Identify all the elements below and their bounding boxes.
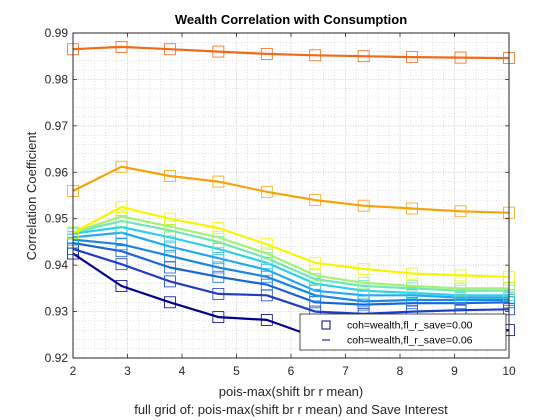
x-tick-label: 2 xyxy=(70,364,77,378)
series-8-point xyxy=(164,212,176,225)
legend: coh=wealth,fl_r_save=0.00 coh=wealth,fl_… xyxy=(299,313,507,351)
series-3-point xyxy=(212,261,225,274)
series-0-point xyxy=(260,314,273,326)
series-line-4 xyxy=(72,231,509,299)
series-1-point xyxy=(212,288,225,300)
series-4-point xyxy=(260,263,273,276)
series-line-3 xyxy=(72,238,509,303)
series-10-point xyxy=(260,47,273,60)
series-8-point xyxy=(406,267,418,280)
y-tick-label: 0.95 xyxy=(45,212,69,226)
series-10-point xyxy=(406,51,418,64)
series-0-point xyxy=(212,311,225,324)
series-7-point xyxy=(357,276,370,289)
series-7-point xyxy=(406,280,418,292)
x-tick-label: 5 xyxy=(233,364,240,378)
x-tick-label: 4 xyxy=(179,364,186,378)
x-tick-label: 7 xyxy=(342,364,349,378)
series-9-point xyxy=(357,199,370,212)
series-line-1 xyxy=(72,247,510,315)
series-10-point xyxy=(115,41,128,53)
series-8-point xyxy=(309,256,322,269)
series-9-point xyxy=(164,170,176,182)
legend-box xyxy=(299,313,507,351)
legend-marker-0 xyxy=(321,320,331,330)
x-tick-label: 6 xyxy=(288,364,295,378)
series-7-point xyxy=(309,269,322,282)
x-tick-label: 3 xyxy=(124,364,131,378)
x-tick-label: 10 xyxy=(502,364,516,378)
legend-entry-1: coh=wealth,fl_r_save=0.06 xyxy=(347,335,473,347)
series-3-point xyxy=(260,270,273,283)
series-9-point xyxy=(309,194,322,207)
series-8-point xyxy=(357,262,370,275)
series-1-point xyxy=(164,275,176,288)
series-10-point xyxy=(357,50,370,63)
series-0-point xyxy=(115,280,128,292)
y-tick-label: 0.94 xyxy=(45,258,69,272)
series-1-point xyxy=(115,258,128,271)
series-9-point xyxy=(115,160,128,173)
series-8-point xyxy=(115,201,128,214)
series-10-point xyxy=(212,45,225,58)
series-line-2 xyxy=(72,241,510,306)
minor-grid xyxy=(73,33,509,358)
series-2-point xyxy=(309,296,322,309)
series-8-point xyxy=(260,238,273,251)
series-7-point xyxy=(212,231,225,244)
legend-entry-0: coh=wealth,fl_r_save=0.00 xyxy=(347,320,473,332)
y-tick-label: 0.97 xyxy=(45,119,69,133)
series-7-point xyxy=(260,247,273,260)
series-10-point xyxy=(164,43,176,56)
series-line-5 xyxy=(72,226,509,297)
series-line-7 xyxy=(72,215,509,290)
series-7-point xyxy=(164,220,176,233)
y-tick-label: 0.92 xyxy=(45,351,69,365)
x-axis-label: pois-max(shift br r mean) xyxy=(219,384,363,399)
y-tick-label: 0.96 xyxy=(45,165,69,179)
series-4-point xyxy=(164,240,176,253)
x-tick-label: 8 xyxy=(397,364,404,378)
series-4-point xyxy=(212,252,225,265)
y-tick-label: 0.93 xyxy=(45,305,69,319)
series-7-point xyxy=(454,282,467,295)
series-9-point xyxy=(212,175,225,188)
series-8-point xyxy=(212,222,225,234)
series-9-point xyxy=(260,185,273,198)
series-2-point xyxy=(212,270,225,283)
series-0-point xyxy=(164,296,176,309)
series-10-point xyxy=(309,49,322,62)
series-4-point xyxy=(309,284,322,297)
y-axis-label: Correlation Coefficient xyxy=(24,131,39,260)
series-line-10 xyxy=(72,45,510,60)
chart-title: Wealth Correlation with Consumption xyxy=(175,12,407,27)
series-9-point xyxy=(406,202,418,215)
series-3-point xyxy=(164,249,176,262)
series-3-point xyxy=(115,238,128,251)
chart-subtitle: full grid of: pois-max(shift br r mean) … xyxy=(134,402,448,417)
series-2-point xyxy=(164,261,176,274)
series-2-point xyxy=(115,245,128,258)
axis-ticks: 2 3 4 5 6 7 8 9 10 0.92 0.93 0.94 0.95 0.96 0.97 0.98 0.… xyxy=(45,26,516,378)
y-tick-label: 0.99 xyxy=(45,26,69,40)
series-layer xyxy=(67,41,515,350)
x-tick-label: 9 xyxy=(451,364,458,378)
series-line-9 xyxy=(72,165,510,214)
series-2-point xyxy=(260,278,273,291)
series-9-point xyxy=(454,205,467,218)
series-5-point xyxy=(212,242,225,255)
series-line-6 xyxy=(72,219,509,292)
y-tick-label: 0.98 xyxy=(45,72,69,86)
series-7-point xyxy=(115,210,128,223)
series-10-point xyxy=(454,51,467,64)
series-8-point xyxy=(454,269,467,282)
series-line-8 xyxy=(72,206,510,278)
